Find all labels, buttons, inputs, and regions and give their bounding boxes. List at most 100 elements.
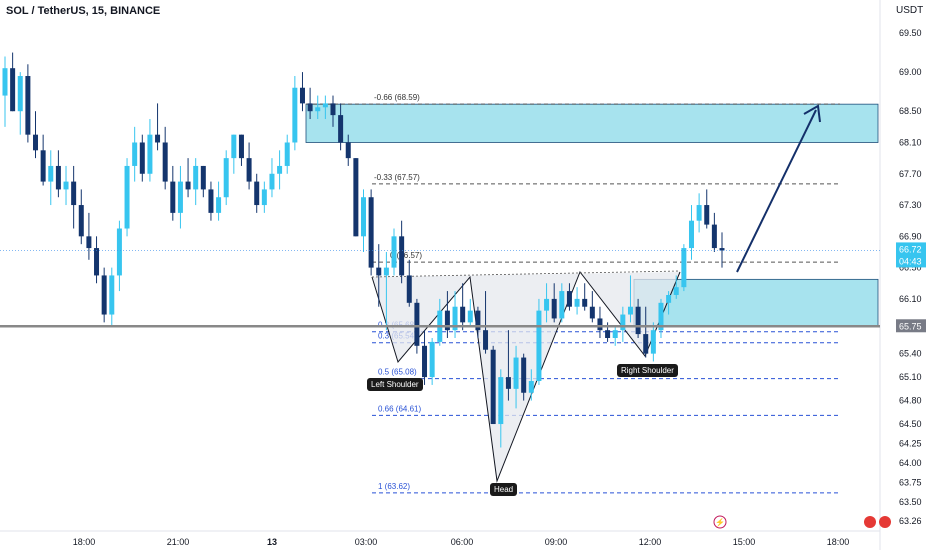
candle-body: [315, 107, 321, 112]
y-tick-label: 64.80: [899, 396, 922, 406]
candle-body: [681, 248, 687, 288]
candle-body: [483, 330, 489, 350]
candle-body: [284, 142, 290, 166]
projection-arrow: [736, 109, 817, 273]
y-tick-label: 64.25: [899, 439, 922, 449]
candle-body: [116, 228, 122, 276]
candle-body: [155, 134, 161, 143]
us-flag-icon: [864, 516, 876, 528]
current-price-badge-bg: [896, 242, 926, 256]
candle-body: [460, 306, 466, 323]
candle-body: [422, 345, 428, 378]
candle-body: [582, 298, 588, 307]
left-shoulder-label: Left Shoulder: [367, 378, 423, 391]
candle-body: [353, 158, 359, 237]
y-tick-label: 68.50: [899, 106, 922, 116]
candle-body: [322, 103, 328, 108]
candle-body: [414, 302, 420, 346]
candle-body: [277, 165, 283, 174]
candle-body: [467, 310, 473, 323]
y-tick-label: 65.10: [899, 372, 922, 382]
neckline: [371, 270, 681, 278]
y-tick-label: 67.70: [899, 169, 922, 179]
candle-body: [254, 181, 260, 206]
candle-body: [536, 310, 542, 382]
y-tick-label: 63.50: [899, 497, 922, 507]
y-tick-label: 68.10: [899, 137, 922, 147]
candle-body: [63, 181, 69, 190]
candle-body: [261, 189, 267, 206]
candle-body: [666, 294, 672, 303]
x-tick-label: 06:00: [451, 537, 474, 547]
y-tick-label: 64.00: [899, 458, 922, 468]
candle-body: [688, 220, 694, 249]
candle-body: [361, 197, 366, 237]
candle-body: [231, 134, 237, 159]
candle-body: [521, 357, 527, 393]
candle-body: [200, 165, 206, 190]
candle-body: [132, 142, 138, 166]
candle-body: [673, 287, 679, 295]
candle-body: [193, 165, 199, 190]
x-tick-label: 18:00: [73, 537, 96, 547]
currency-label: USDT: [896, 5, 924, 16]
zone-target: [305, 103, 879, 143]
candle-body: [17, 76, 23, 112]
candle-body: [559, 291, 565, 319]
candle-body: [177, 181, 183, 213]
candle-body: [452, 306, 458, 331]
head-label: Head: [490, 483, 518, 496]
candle-body: [620, 314, 626, 331]
candle-body: [368, 197, 374, 268]
candle-body: [292, 87, 298, 143]
candle-body: [475, 310, 481, 331]
candle-body: [399, 236, 405, 276]
candle-body: [444, 310, 450, 331]
candle-body: [147, 134, 153, 174]
candle-body: [269, 173, 275, 190]
candle-body: [635, 306, 641, 335]
candle-body: [216, 197, 222, 213]
candle-body: [330, 103, 336, 116]
candle-body: [208, 189, 214, 213]
y-tick-label: 63.26: [899, 516, 922, 526]
countdown-badge: 04:43: [899, 256, 922, 266]
candle-body: [40, 150, 46, 182]
y-tick-label: 67.30: [899, 200, 922, 210]
candle-body: [78, 205, 84, 237]
candle-body: [627, 306, 633, 315]
current-price-badge: 66.72: [899, 244, 922, 254]
candle-body: [528, 381, 534, 393]
right-shoulder-label: Right Shoulder: [617, 364, 678, 377]
candle-body: [71, 181, 77, 206]
y-tick-label: 66.90: [899, 231, 922, 241]
fib-label: -0.66 (68.59): [374, 93, 420, 102]
y-tick-label: 69.00: [899, 67, 922, 77]
candle-body: [574, 298, 580, 307]
fib-label: 0.66 (64.61): [378, 404, 421, 413]
candle-body: [162, 142, 168, 182]
x-tick-label: 12:00: [639, 537, 662, 547]
candle-body: [719, 248, 725, 251]
candle-body: [490, 349, 496, 425]
x-tick-label: 21:00: [167, 537, 190, 547]
candle-body: [643, 334, 649, 354]
pattern-path: [371, 271, 681, 483]
candle-body: [429, 341, 435, 378]
candle-body: [513, 357, 519, 389]
fib-label: -0.33 (67.57): [374, 173, 420, 182]
candle-body: [605, 330, 611, 338]
chart-title: SOL / TetherUS, 15, BINANCE: [6, 5, 161, 17]
candle-body: [86, 236, 92, 249]
us-flag-icon: [879, 516, 891, 528]
lightning-glyph: ⚡: [715, 517, 725, 527]
candle-body: [551, 298, 557, 319]
candle-body: [25, 76, 31, 135]
arrow-head: [803, 104, 821, 123]
candle-body: [10, 68, 16, 112]
candle-body: [101, 275, 107, 315]
lightning-icon: [713, 515, 727, 529]
candle-body: [597, 318, 603, 331]
candle-body: [338, 115, 344, 143]
